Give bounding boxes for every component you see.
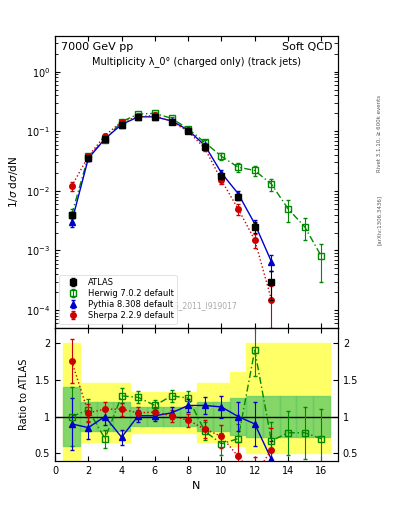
Text: Multiplicity λ_0° (charged only) (track jets): Multiplicity λ_0° (charged only) (track …	[92, 56, 301, 67]
Bar	[97, 383, 113, 442]
Bar	[163, 392, 180, 433]
Bar	[213, 402, 230, 431]
Text: ATLAS_2011_I919017: ATLAS_2011_I919017	[156, 302, 237, 310]
Bar	[296, 343, 313, 454]
Bar	[80, 383, 97, 442]
Bar	[280, 396, 296, 437]
Bar	[180, 407, 196, 426]
Bar	[296, 396, 313, 437]
Bar	[63, 387, 80, 446]
Bar	[313, 343, 330, 454]
Text: Rivet 3.1.10, ≥ 600k events: Rivet 3.1.10, ≥ 600k events	[377, 95, 382, 172]
Bar	[163, 407, 180, 426]
Bar	[213, 383, 230, 442]
Bar	[113, 383, 130, 442]
Text: [arXiv:1306.3436]: [arXiv:1306.3436]	[377, 195, 382, 245]
Bar	[130, 392, 147, 433]
Bar	[97, 402, 113, 431]
Bar	[113, 402, 130, 431]
X-axis label: N: N	[192, 481, 201, 491]
Bar	[196, 402, 213, 431]
Bar	[63, 343, 80, 461]
Text: Soft QCD: Soft QCD	[282, 41, 332, 52]
Bar	[147, 392, 163, 433]
Bar	[313, 396, 330, 437]
Bar	[246, 396, 263, 437]
Bar	[230, 372, 246, 446]
Y-axis label: Ratio to ATLAS: Ratio to ATLAS	[19, 359, 29, 430]
Legend: ATLAS, Herwig 7.0.2 default, Pythia 8.308 default, Sherpa 2.2.9 default: ATLAS, Herwig 7.0.2 default, Pythia 8.30…	[59, 275, 177, 324]
Y-axis label: 1/$\sigma$ d$\sigma$/dN: 1/$\sigma$ d$\sigma$/dN	[7, 156, 20, 208]
Text: 7000 GeV pp: 7000 GeV pp	[61, 41, 133, 52]
Bar	[280, 343, 296, 454]
Bar	[246, 343, 263, 454]
Bar	[263, 396, 280, 437]
Bar	[147, 407, 163, 426]
Bar	[196, 383, 213, 442]
Bar	[180, 392, 196, 433]
Bar	[263, 343, 280, 454]
Bar	[230, 398, 246, 435]
Bar	[80, 402, 97, 431]
Bar	[130, 407, 147, 426]
